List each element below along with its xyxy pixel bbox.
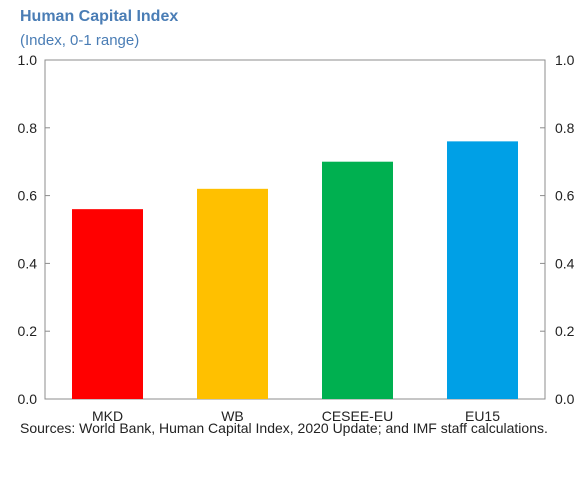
right-tick-label-3: 0.6: [555, 188, 575, 204]
plot-frame: [44, 59, 546, 400]
left-tick-label-5: 1.0: [18, 52, 38, 68]
x-axis: MKD WB CESEE-EU EU15: [92, 408, 500, 424]
left-tick-label-0: 0.0: [18, 391, 38, 407]
x-tick-label-cesee-eu: CESEE-EU: [322, 408, 394, 424]
left-tick-label-2: 0.4: [18, 255, 38, 271]
right-tick-label-4: 0.8: [555, 120, 575, 136]
left-tick-label-3: 0.6: [18, 188, 38, 204]
bar-eu15: [447, 141, 518, 400]
chart-title: Human Capital Index: [20, 8, 179, 25]
right-tick-label-5: 1.0: [555, 52, 575, 68]
x-tick-label-wb: WB: [221, 408, 244, 424]
left-tick-label-4: 0.8: [18, 120, 38, 136]
right-tick-label-0: 0.0: [555, 391, 575, 407]
bar-series: [72, 141, 518, 400]
right-tick-label-2: 0.4: [555, 255, 575, 271]
source-note: Sources: World Bank, Human Capital Index…: [20, 420, 548, 436]
right-y-axis: 0.0 0.2 0.4 0.6 0.8 1.0: [540, 52, 575, 407]
chart-subtitle: (Index, 0-1 range): [20, 32, 140, 49]
x-tick-label-eu15: EU15: [465, 408, 500, 424]
right-tick-label-1: 0.2: [555, 323, 575, 339]
left-tick-label-1: 0.2: [18, 323, 38, 339]
left-y-axis: 0.0 0.2 0.4 0.6 0.8 1.0: [18, 52, 50, 407]
x-tick-label-mkd: MKD: [92, 408, 123, 424]
bar-cesee-eu: [322, 161, 393, 399]
bar-mkd: [72, 209, 143, 399]
bar-wb: [197, 188, 268, 399]
